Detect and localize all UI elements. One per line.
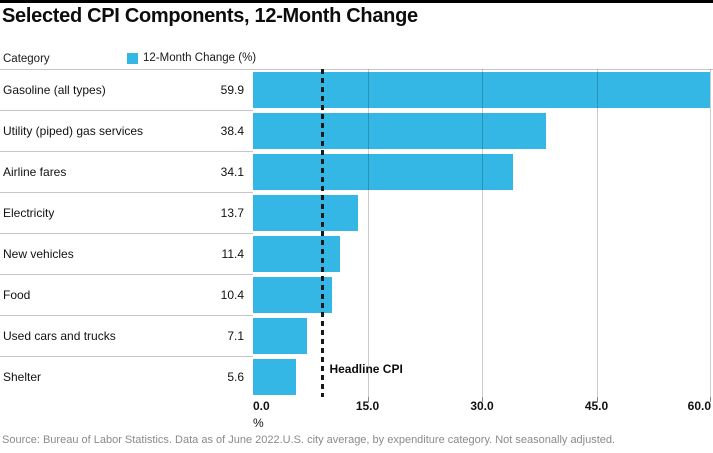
axis-tick-mark (596, 397, 598, 402)
reference-line-label: Headline CPI (329, 362, 403, 376)
bar (253, 194, 358, 231)
category-label: Food (3, 287, 31, 302)
bar (253, 358, 296, 395)
bar (253, 235, 341, 272)
category-label: Utility (piped) gas services (3, 123, 144, 138)
category-label: Shelter (3, 369, 42, 384)
chart-title: Selected CPI Components, 12-Month Change (2, 5, 418, 27)
bar (253, 317, 308, 354)
legend-swatch-icon (127, 52, 138, 64)
category-label: Airline fares (3, 164, 67, 179)
value-label: 38.4 (220, 123, 244, 138)
value-label: 7.1 (227, 328, 244, 343)
axis-tick-mark (482, 397, 483, 402)
axis-tick-label: 0.0 (253, 399, 270, 413)
grid-line (596, 69, 598, 397)
row-divider (0, 69, 713, 70)
bar (253, 153, 514, 190)
row-divider (0, 356, 253, 357)
value-label: 11.4 (221, 246, 244, 261)
row-divider (0, 315, 253, 316)
value-label: 59.9 (220, 82, 244, 97)
value-label: 13.7 (220, 205, 244, 220)
bar (253, 276, 333, 313)
axis-tick-label: 30.0 (470, 399, 494, 413)
axis-tick-label: 15.0 (355, 399, 380, 413)
category-label: Used cars and trucks (3, 328, 116, 343)
legend: 12-Month Change (%) (127, 52, 256, 64)
row-divider (0, 110, 253, 111)
value-label: 10.4 (220, 287, 244, 302)
value-label: 5.6 (227, 369, 244, 384)
bar (253, 71, 711, 108)
row-divider (0, 192, 253, 193)
legend-label: 12-Month Change (%) (143, 52, 257, 64)
row-divider (0, 151, 253, 152)
axis-tick-mark (710, 397, 711, 402)
axis-tick-mark (367, 397, 369, 402)
source-note: Source: Bureau of Labor Statistics. Data… (2, 434, 616, 446)
grid-line (710, 69, 711, 397)
category-label: New vehicles (3, 246, 74, 261)
grid-line (482, 69, 483, 397)
category-column-header: Category (3, 53, 50, 65)
grid-line (367, 69, 369, 397)
axis-tick-label: 45.0 (584, 399, 609, 413)
category-label: Electricity (3, 205, 55, 220)
x-axis-unit-label: % (253, 416, 264, 430)
reference-line (321, 69, 325, 397)
axis-tick-label: 60.0 (687, 399, 711, 413)
bar (253, 112, 547, 149)
row-divider (0, 233, 253, 234)
value-label: 34.1 (220, 164, 244, 179)
top-border (0, 0, 713, 3)
category-label: Gasoline (all types) (3, 82, 106, 97)
row-divider (0, 274, 253, 275)
